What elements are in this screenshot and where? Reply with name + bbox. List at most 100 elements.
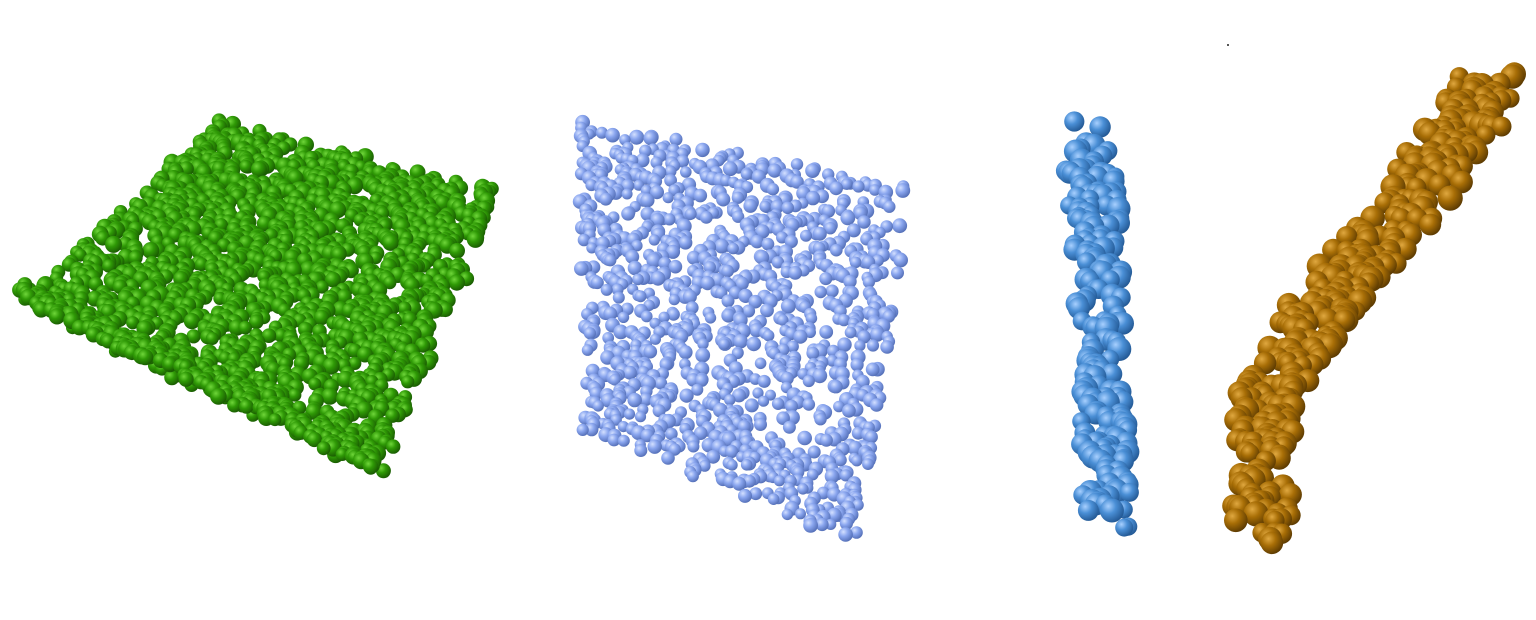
particle-sphere	[693, 188, 708, 203]
particle-sphere	[308, 377, 322, 391]
particle-sphere	[1491, 116, 1512, 137]
particle-sphere	[812, 368, 828, 384]
particle-sphere	[767, 163, 782, 178]
particle-sphere	[1099, 498, 1124, 523]
particle-sphere	[599, 192, 613, 206]
particle-sphere	[806, 346, 820, 360]
particle-sphere	[137, 349, 154, 366]
particle-sphere	[686, 470, 699, 483]
particle-sphere	[576, 423, 589, 436]
particle-sphere	[605, 127, 620, 143]
particle-sphere	[268, 413, 282, 427]
particle-sphere	[706, 449, 721, 464]
particle-sphere	[805, 163, 820, 178]
particle-sphere	[839, 516, 854, 531]
particle-sphere	[754, 250, 770, 265]
particle-sphere	[416, 338, 431, 353]
particle-sphere	[1077, 499, 1099, 521]
particle-sphere	[790, 175, 804, 189]
particle-sphere	[767, 493, 780, 506]
particle-sphere	[1115, 518, 1134, 537]
particle-sphere	[186, 329, 201, 344]
particle-sphere	[892, 218, 908, 234]
particle-sphere	[797, 483, 809, 495]
particle-sphere	[665, 244, 681, 259]
particle-sphere	[829, 181, 843, 196]
particle-sphere	[757, 374, 771, 388]
particle-sphere	[869, 184, 881, 196]
particle-sphere	[814, 285, 827, 299]
particle-sphere	[842, 403, 856, 418]
particle-sphere	[621, 179, 635, 193]
particle-sphere	[664, 165, 677, 178]
particle-sphere	[613, 324, 629, 340]
particle-sphere	[819, 433, 833, 447]
particle-sphere	[635, 153, 650, 168]
particle-sphere	[1243, 501, 1269, 527]
particle-sphere	[685, 301, 699, 315]
particle-sphere	[643, 344, 658, 359]
particle-sphere	[128, 250, 143, 265]
particle-sphere	[306, 431, 322, 448]
particle-sphere	[634, 444, 648, 457]
particle-sphere	[682, 289, 697, 304]
particle-sphere	[721, 308, 736, 323]
particle-sphere	[650, 271, 666, 286]
particle-sphere	[703, 261, 716, 274]
particle-sphere	[849, 256, 862, 269]
particle-sphere	[819, 325, 834, 339]
particle-sphere	[448, 274, 465, 291]
particle-sphere	[658, 311, 670, 323]
particle-sphere	[48, 308, 66, 325]
particle-sphere	[746, 336, 762, 352]
particle-sphere	[738, 488, 752, 503]
particle-sphere	[766, 183, 780, 196]
particle-sphere	[658, 256, 672, 270]
particle-sphere	[261, 328, 277, 344]
particle-sphere	[1336, 226, 1358, 248]
particle-sphere	[803, 518, 818, 533]
particle-sphere	[727, 242, 739, 255]
particle-sphere	[866, 339, 880, 352]
particle-sphere	[880, 340, 894, 354]
particle-sphere	[713, 402, 728, 418]
particle-sphere	[697, 338, 709, 350]
particle-sphere	[850, 358, 864, 372]
particle-sphere	[762, 329, 775, 342]
particle-sphere	[814, 413, 827, 426]
particle-sphere	[862, 276, 876, 289]
particle-sphere	[837, 337, 852, 352]
particle-sphere	[854, 340, 866, 352]
particle-sphere	[785, 399, 798, 413]
particle-sphere	[805, 312, 818, 325]
particle-sphere	[824, 469, 840, 484]
particle-sphere	[839, 469, 853, 482]
particle-sphere	[1064, 111, 1085, 132]
particle-sphere	[466, 230, 484, 248]
particle-sphere	[654, 376, 668, 390]
particle-sphere	[724, 394, 736, 406]
particle-sphere	[640, 193, 655, 208]
particle-sphere	[640, 310, 653, 323]
particle-sphere	[612, 291, 625, 304]
particle-sphere	[665, 427, 678, 441]
particle-sphere	[754, 357, 767, 370]
particle-sphere	[629, 129, 645, 145]
particle-sphere	[313, 309, 330, 326]
particle-sphere	[162, 357, 177, 372]
particle-sphere	[621, 206, 635, 221]
particle-sphere	[126, 316, 140, 330]
particle-sphere	[721, 294, 735, 308]
particle-sphere	[210, 388, 227, 405]
particle-sphere	[699, 211, 713, 224]
particle-sphere	[164, 369, 180, 386]
particle-sphere	[617, 311, 630, 323]
particle-sphere	[248, 314, 264, 330]
particle-sphere	[748, 294, 763, 309]
particle-sphere	[678, 236, 693, 250]
particle-sphere	[581, 344, 594, 356]
stray-dot	[1227, 44, 1229, 46]
particle-sphere	[870, 327, 885, 342]
particle-sphere	[585, 422, 599, 437]
particle-sphere	[851, 455, 863, 467]
